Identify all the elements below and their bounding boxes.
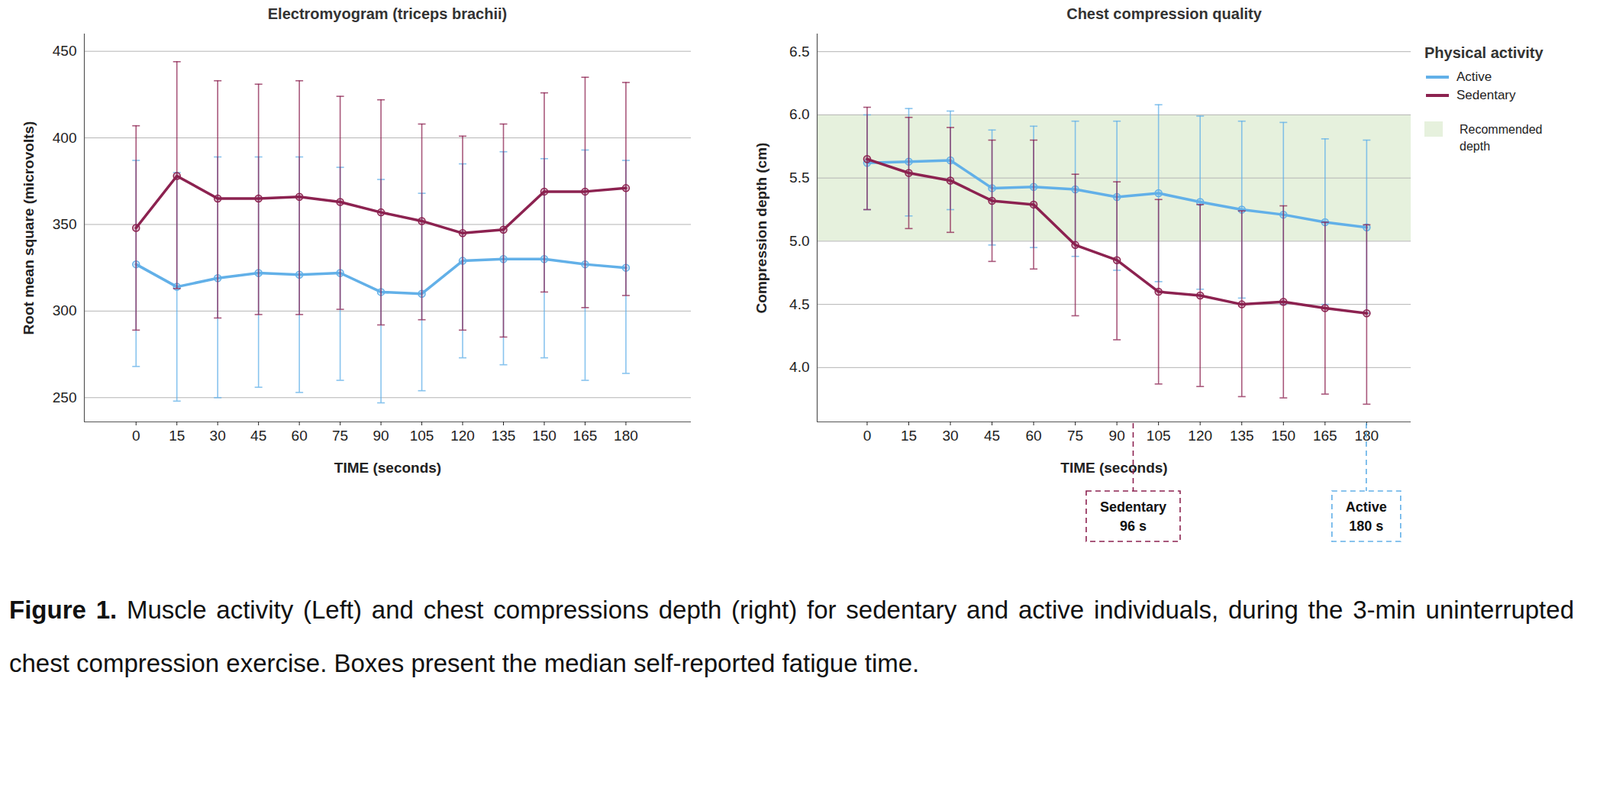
- svg-text:Compression depth (cm): Compression depth (cm): [753, 142, 770, 314]
- html-text:Physical activity: Physical activity: [1424, 44, 1544, 62]
- svg-text:5.5: 5.5: [789, 169, 810, 186]
- svg-text:0: 0: [132, 427, 141, 444]
- svg-text:120: 120: [1187, 427, 1213, 444]
- svg-text:4.0: 4.0: [789, 358, 810, 375]
- svg-text:105: 105: [409, 427, 435, 444]
- svg-text:45: 45: [250, 427, 267, 444]
- svg-text:6.0: 6.0: [789, 106, 810, 123]
- svg-text:120: 120: [450, 427, 475, 444]
- html-text:Chest compression quality: Chest compression quality: [1066, 5, 1262, 23]
- svg-text:180 s: 180 s: [1348, 518, 1384, 534]
- svg-text:96 s: 96 s: [1119, 518, 1147, 534]
- svg-text:180: 180: [613, 427, 639, 444]
- svg-text:450: 450: [52, 42, 78, 59]
- svg-text:30: 30: [209, 427, 226, 444]
- svg-text:300: 300: [52, 302, 78, 319]
- svg-text:15: 15: [900, 427, 917, 444]
- svg-text:60: 60: [291, 427, 308, 444]
- svg-text:250: 250: [52, 389, 78, 406]
- svg-text:Active: Active: [1345, 499, 1388, 515]
- svg-text:TIME (seconds): TIME (seconds): [1060, 459, 1168, 476]
- svg-text:90: 90: [373, 427, 390, 444]
- svg-text:90: 90: [1109, 427, 1126, 444]
- svg-text:165: 165: [1312, 427, 1338, 444]
- svg-text:TIME (seconds): TIME (seconds): [334, 459, 442, 476]
- svg-text:0: 0: [863, 427, 872, 444]
- svg-text:400: 400: [52, 129, 78, 146]
- svg-text:45: 45: [983, 427, 1000, 444]
- svg-text:135: 135: [1229, 427, 1255, 444]
- svg-text:165: 165: [573, 427, 598, 444]
- svg-text:75: 75: [1067, 427, 1084, 444]
- svg-text:5.0: 5.0: [789, 232, 810, 249]
- html-text:Sedentary: Sedentary: [1456, 87, 1516, 103]
- svg-text:350: 350: [52, 216, 78, 233]
- svg-text:30: 30: [941, 427, 959, 444]
- svg-text:Sedentary: Sedentary: [1100, 499, 1167, 515]
- html-text:Figure 1. Muscle activity (Lef: Figure 1. Muscle activity (Left) and che…: [9, 595, 1575, 678]
- html-text:Active: Active: [1456, 69, 1492, 84]
- svg-text:150: 150: [532, 427, 557, 444]
- svg-text:4.5: 4.5: [789, 296, 810, 313]
- html-text:Electromyogram (triceps brachi: Electromyogram (triceps brachii): [267, 5, 508, 23]
- html-text:Recommended depth: Recommended depth: [1459, 122, 1543, 153]
- svg-text:150: 150: [1270, 427, 1296, 444]
- svg-text:15: 15: [168, 427, 185, 444]
- svg-text:180: 180: [1354, 427, 1379, 444]
- svg-text:Root mean square (microvolts): Root mean square (microvolts): [20, 121, 37, 336]
- svg-text:75: 75: [332, 427, 349, 444]
- svg-text:135: 135: [491, 427, 517, 444]
- svg-text:105: 105: [1146, 427, 1171, 444]
- svg-text:6.5: 6.5: [789, 43, 810, 60]
- svg-text:60: 60: [1025, 427, 1042, 444]
